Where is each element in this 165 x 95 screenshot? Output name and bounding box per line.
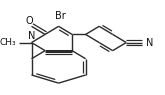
Text: N: N [146,38,153,48]
Text: CH₃: CH₃ [0,38,16,47]
Text: N: N [28,31,35,41]
Text: O: O [26,16,33,26]
Text: Br: Br [55,11,66,21]
